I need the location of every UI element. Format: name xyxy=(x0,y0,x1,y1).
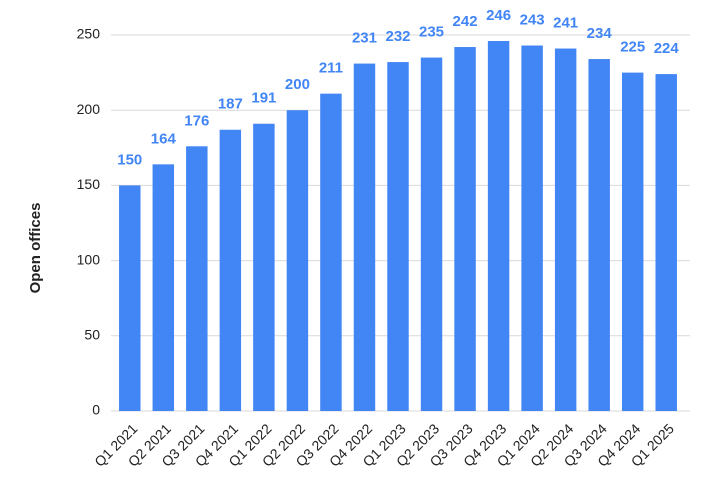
y-tick-label: 250 xyxy=(77,26,101,42)
y-tick-label: 150 xyxy=(77,176,101,192)
bar xyxy=(119,185,141,411)
bar xyxy=(621,72,644,411)
value-label: 235 xyxy=(419,24,444,41)
value-label: 150 xyxy=(117,151,142,168)
y-tick-label: 0 xyxy=(92,402,100,418)
y-tick-label: 100 xyxy=(77,251,101,267)
bar xyxy=(454,47,476,411)
value-label: 224 xyxy=(654,40,680,57)
value-label: 176 xyxy=(184,112,209,129)
value-label: 232 xyxy=(385,28,410,45)
bar xyxy=(253,123,275,412)
bar xyxy=(152,164,175,411)
y-tick-label: 50 xyxy=(84,327,100,343)
y-tick-label: 200 xyxy=(77,101,101,117)
value-label: 164 xyxy=(151,130,177,147)
bar xyxy=(588,59,610,412)
bar xyxy=(420,57,443,412)
bar xyxy=(521,45,543,411)
value-label: 187 xyxy=(218,96,243,113)
value-label: 234 xyxy=(587,25,613,42)
value-label: 241 xyxy=(553,15,578,32)
bar xyxy=(353,63,376,412)
bar xyxy=(655,74,677,411)
bar xyxy=(487,41,510,412)
value-label: 200 xyxy=(285,76,310,93)
value-label: 211 xyxy=(319,60,343,77)
bar xyxy=(320,93,342,411)
value-label: 246 xyxy=(486,7,511,24)
value-label: 191 xyxy=(251,90,276,107)
value-label: 242 xyxy=(453,13,478,30)
bar xyxy=(554,48,577,411)
bar xyxy=(186,146,208,411)
bar xyxy=(286,110,309,411)
bar xyxy=(219,129,242,411)
bar xyxy=(387,62,409,412)
value-label: 225 xyxy=(620,39,645,56)
y-axis-label: Open offices xyxy=(27,203,44,294)
value-label: 231 xyxy=(352,30,377,47)
value-label: 243 xyxy=(520,11,545,28)
